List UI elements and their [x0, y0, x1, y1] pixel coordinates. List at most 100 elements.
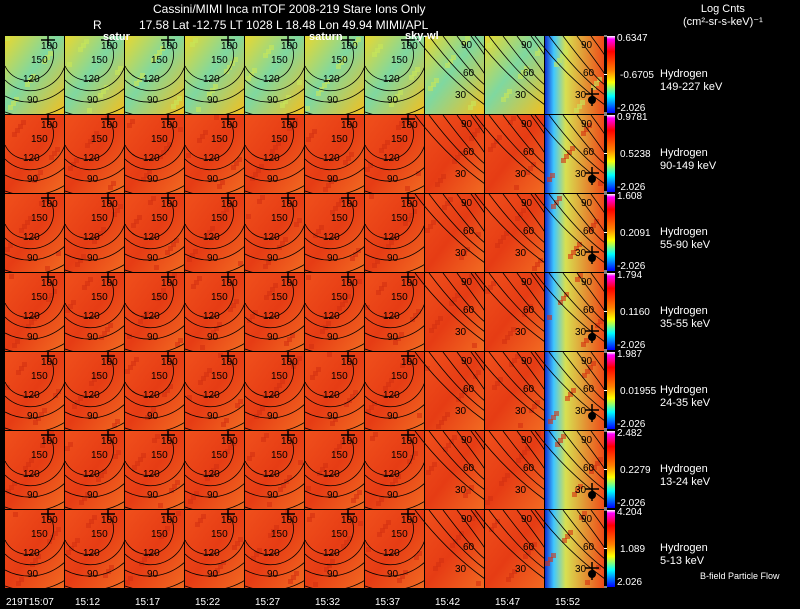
- pixel-speckle: [261, 437, 266, 442]
- contour-label: 90: [387, 95, 399, 106]
- pixel-speckle: [426, 470, 431, 475]
- pixel-speckle: [158, 292, 163, 297]
- time-label: 15:47: [495, 597, 521, 608]
- contour-label: 180: [401, 436, 418, 447]
- pixel-speckle: [551, 204, 556, 209]
- pixel-speckle: [392, 98, 397, 103]
- pixel-speckle: [320, 467, 325, 472]
- pixel-speckle: [350, 394, 355, 399]
- pixel-speckle: [197, 276, 202, 281]
- pixel-speckle: [88, 139, 93, 144]
- contour-line: [488, 35, 546, 96]
- pixel-speckle: [112, 212, 117, 217]
- contour-arc: [64, 438, 114, 476]
- pixel-speckle: [451, 55, 456, 60]
- contour-label: 90: [521, 356, 533, 367]
- footnote: B-field Particle Flow: [700, 571, 780, 581]
- pixel-speckle: [579, 515, 584, 520]
- image-panel: [364, 36, 458, 117]
- pixel-speckle: [376, 290, 381, 295]
- image-panel: [414, 509, 491, 588]
- row-energy: 24-35 keV: [660, 397, 711, 409]
- contour-label: 90: [461, 514, 473, 525]
- pixel-speckle: [263, 264, 268, 269]
- pixel-speckle: [211, 330, 216, 335]
- image-panel: [534, 430, 611, 509]
- pixel-speckle: [350, 256, 355, 261]
- pixel-speckle: [313, 371, 318, 376]
- pixel-speckle: [151, 58, 156, 63]
- contour-label: 180: [401, 41, 418, 52]
- pixel-speckle: [476, 370, 481, 375]
- contour-label: 150: [211, 134, 228, 145]
- contour-line: [548, 114, 606, 175]
- pixel-speckle: [594, 81, 599, 86]
- pixel-speckle: [137, 77, 142, 82]
- contour-arc: [124, 280, 174, 318]
- pixel-speckle: [462, 251, 467, 256]
- pixel-speckle: [502, 477, 507, 482]
- pixel-speckle: [351, 498, 356, 503]
- pixel-speckle: [323, 463, 328, 468]
- colorbar-min: -2.026: [617, 340, 646, 351]
- contour-label: 30: [455, 406, 467, 417]
- pixel-speckle: [344, 402, 349, 407]
- contour-label: 120: [323, 153, 340, 164]
- image-panel: [64, 352, 158, 433]
- pixel-speckle: [407, 459, 412, 464]
- contour-label: 90: [87, 332, 99, 343]
- colorbar: [607, 431, 615, 508]
- pixel-speckle: [340, 440, 345, 445]
- pixel-speckle: [598, 457, 603, 462]
- row-species: Hydrogen: [660, 305, 708, 317]
- pixel-speckle: [118, 204, 123, 209]
- pixel-speckle: [268, 533, 273, 538]
- pixel-speckle: [469, 136, 474, 141]
- contour-label: 90: [147, 253, 159, 264]
- pixel-speckle: [125, 369, 130, 374]
- pixel-speckle: [186, 153, 191, 158]
- pixel-speckle: [413, 313, 418, 318]
- pixel-speckle: [416, 171, 421, 176]
- pixel-speckle: [131, 361, 136, 366]
- pixel-speckle: [277, 383, 282, 388]
- pixel-speckle: [128, 365, 133, 370]
- pixel-speckle: [168, 384, 173, 389]
- row-species: Hydrogen: [660, 463, 708, 475]
- contour-label: 180: [101, 199, 118, 210]
- pixel-speckle: [260, 195, 265, 200]
- panel-background: [5, 273, 64, 351]
- contour-arc: [64, 201, 114, 239]
- pixel-speckle: [415, 67, 420, 72]
- pixel-speckle: [425, 228, 430, 233]
- panel-background: [425, 352, 484, 430]
- pixel-speckle: [536, 431, 541, 436]
- pixel-speckle: [317, 471, 322, 476]
- pixel-speckle: [98, 231, 103, 236]
- pixel-speckle: [524, 66, 529, 71]
- pixel-speckle: [307, 517, 312, 522]
- pixel-speckle: [32, 316, 37, 321]
- colorbar: [607, 194, 615, 271]
- pixel-speckle: [598, 319, 603, 324]
- contour-label: 90: [581, 435, 593, 446]
- pixel-speckle: [95, 373, 100, 378]
- contour-label: 90: [207, 174, 219, 185]
- pixel-speckle: [434, 78, 439, 83]
- pixel-speckle: [469, 274, 474, 279]
- contour-label: 90: [87, 411, 99, 422]
- contour-label: 120: [323, 548, 340, 559]
- contour-line: [474, 509, 546, 580]
- contour-label: 180: [41, 199, 58, 210]
- pixel-speckle: [115, 419, 120, 424]
- panel-background: [65, 273, 124, 351]
- pixel-speckle: [131, 223, 136, 228]
- panel-background: [425, 194, 484, 272]
- image-panel: [414, 193, 491, 272]
- pixel-speckle: [233, 57, 238, 62]
- contour-label: 60: [523, 305, 535, 316]
- pixel-speckle: [128, 576, 133, 581]
- pixel-speckle: [551, 553, 556, 558]
- image-panel: [4, 510, 98, 591]
- pixel-speckle: [400, 574, 405, 579]
